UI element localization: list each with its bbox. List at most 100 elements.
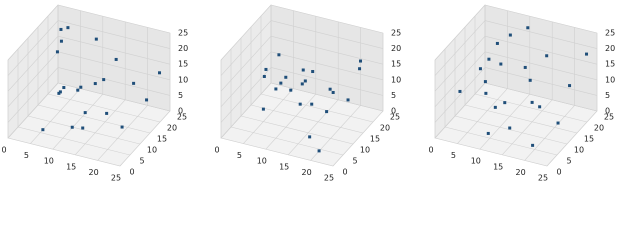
grid-line — [220, 4, 272, 61]
voxel-point — [483, 80, 487, 84]
voxel-point — [298, 102, 302, 106]
voxel-point — [300, 82, 304, 86]
grid-line — [30, 88, 81, 144]
x-tick-label: 5 — [451, 151, 456, 160]
grid-line — [7, 35, 59, 92]
grid-line — [454, 115, 568, 145]
grid-line — [57, 51, 171, 81]
grid-line — [479, 93, 531, 150]
z-tick-label: 20 — [178, 44, 188, 53]
voxel-point — [277, 53, 281, 57]
voxel-point — [102, 78, 106, 82]
grid-line — [434, 82, 486, 139]
y-tick-label: 15 — [584, 135, 594, 144]
grid-line — [17, 126, 131, 156]
voxel-point — [545, 54, 549, 58]
voxel-point — [358, 67, 362, 71]
voxel-point — [508, 126, 512, 130]
x-tick-label: 0 — [1, 146, 6, 155]
voxel-point — [59, 27, 63, 31]
voxel-point — [105, 111, 109, 115]
x-tick-label: 25 — [111, 174, 121, 183]
z-tick-label: 25 — [178, 29, 188, 38]
voxel-point — [495, 41, 499, 45]
x-tick-label: 10 — [471, 157, 481, 166]
voxel-point — [55, 50, 59, 54]
z-tick-label: 5 — [605, 91, 610, 100]
grid-line — [57, 82, 171, 112]
grid-line — [250, 104, 364, 134]
grid-line — [7, 67, 59, 123]
y-tick-label: 10 — [147, 146, 157, 155]
grid-line — [270, 67, 384, 96]
x-tick-label: 5 — [237, 151, 242, 160]
voxel-point — [279, 81, 283, 85]
grid-line — [52, 93, 104, 150]
grid-line — [220, 82, 272, 139]
voxel-point — [70, 125, 74, 129]
grid-line — [220, 20, 272, 76]
grid-line — [434, 137, 548, 167]
grid-line — [240, 115, 354, 145]
voxel-point — [317, 149, 321, 153]
z-tick-label: 5 — [391, 91, 396, 100]
grid-line — [7, 137, 121, 167]
voxel-point — [528, 78, 532, 82]
y-tick-label: 5 — [566, 157, 571, 166]
voxel-point — [556, 121, 560, 125]
voxel-point — [274, 87, 278, 91]
z-tick-label: 10 — [178, 75, 188, 84]
x-tick-label: 0 — [214, 146, 219, 155]
grid-line — [119, 110, 171, 167]
grid-line — [444, 126, 558, 156]
grid-line — [464, 104, 578, 134]
voxel-point — [284, 75, 288, 79]
grid-line — [270, 82, 384, 112]
z-tick-label: 0 — [391, 107, 396, 116]
voxel-point — [57, 91, 61, 95]
x-tick-label: 0 — [428, 146, 433, 155]
grid-line — [57, 35, 171, 65]
grid-line — [47, 93, 161, 123]
voxel-point — [325, 110, 329, 114]
z-tick-label: 25 — [605, 29, 615, 38]
voxel-point — [264, 67, 268, 71]
voxel-point — [93, 82, 97, 86]
voxel-point — [301, 68, 305, 72]
voxel-point — [346, 98, 350, 102]
voxel-point — [94, 37, 98, 41]
voxel-point — [58, 90, 62, 94]
x-tick-label: 15 — [66, 162, 76, 171]
grid-line — [484, 51, 598, 81]
grid-line — [57, 4, 171, 34]
y-tick-label: 10 — [574, 146, 584, 155]
grid-line — [37, 104, 151, 134]
y-tick-label: 5 — [139, 157, 144, 166]
z-tick-label: 15 — [391, 60, 401, 69]
voxel-point — [331, 90, 335, 94]
x-tick-label: 20 — [89, 168, 99, 177]
voxel-point — [538, 105, 542, 109]
grid-line — [270, 51, 384, 81]
grid-line — [501, 99, 553, 156]
grid-line — [287, 99, 339, 156]
voxel-point — [310, 102, 314, 106]
z-tick-label: 0 — [178, 107, 183, 116]
z-tick-label: 25 — [391, 29, 401, 38]
figure: 0510152025051015202505101520250510152025… — [1, 4, 615, 183]
grid-line — [434, 51, 486, 108]
voxel-point — [59, 39, 63, 43]
voxel-point — [308, 135, 312, 139]
z-tick-label: 10 — [605, 75, 615, 84]
grid-line — [220, 51, 272, 108]
voxel-point — [526, 26, 530, 30]
voxel-point — [76, 88, 80, 92]
y-tick-label: 25 — [177, 113, 187, 122]
voxel-point — [261, 107, 265, 111]
x-tick-label: 25 — [538, 174, 548, 183]
voxel-point — [568, 84, 572, 88]
grid-line — [457, 88, 508, 144]
voxel-point — [262, 74, 266, 78]
y-tick-label: 20 — [594, 124, 604, 133]
voxel-point — [114, 57, 118, 61]
